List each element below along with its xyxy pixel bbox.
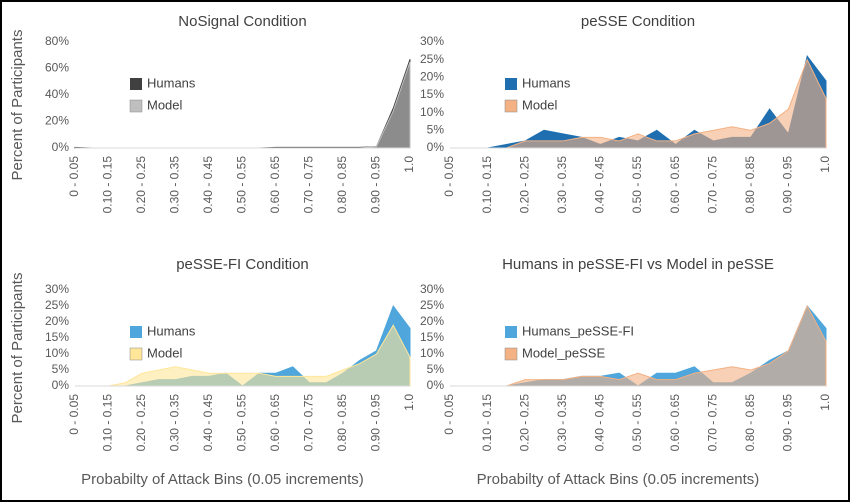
x-tick-label: 0.30 - 0.35 [168,394,182,452]
x-tick-label: 1.0 [818,156,832,173]
y-tick-label: 30% [420,34,444,48]
y-tick-label: 20% [420,70,444,84]
legend-swatch [504,99,518,113]
area [450,304,827,387]
x-tick-label: 1.0 [818,394,832,411]
x-tick-label: 0.30 - 0.35 [168,156,182,214]
x-tick-label: 0.70 - 0.75 [705,394,719,452]
y-tick-label: 60% [45,61,69,75]
y-tick-label: 20% [45,314,69,328]
x-tick-label: 0 - 0.05 [67,156,81,197]
legend-swatch [504,347,518,361]
chart-title: peSSE Condition [581,13,695,30]
x-tick-label: 0.40 - 0.45 [201,394,215,452]
x-tick-label: 0.50 - 0.55 [235,394,249,452]
y-tick-label: 0% [52,378,70,392]
x-tick-label: 0.70 - 0.75 [705,156,719,214]
x-tick-label: 0.90 - 0.95 [781,394,795,452]
x-tick-label: 0.20 - 0.25 [134,394,148,452]
x-tick-label: 0.60 - 0.65 [268,156,282,214]
legend-label: Humans [147,323,196,338]
legend-label: Humans_peSSE-FI [522,323,634,338]
x-tick-label: 0.80 - 0.85 [335,156,349,214]
legend-swatch [130,326,142,338]
x-tick-label: 0.50 - 0.55 [630,156,644,214]
y-tick-label: 10% [420,346,444,360]
x-tick-label: 0.40 - 0.45 [201,156,215,214]
x-tick-label: 0.60 - 0.65 [668,156,682,214]
x-tick-label: 0.80 - 0.85 [743,394,757,452]
legend-swatch [129,99,143,113]
x-tick-label: 0 - 0.05 [67,394,81,435]
x-tick-label: 0 - 0.05 [442,156,456,197]
y-tick-label: 15% [420,87,444,101]
x-tick-label: 0.80 - 0.85 [335,394,349,452]
legend-label: Humans [522,75,571,90]
area [450,58,827,149]
y-tick-label: 15% [420,330,444,344]
x-tick-label: 0.80 - 0.85 [743,156,757,214]
y-tick-label: 10% [420,105,444,119]
x-tick-label: 0.30 - 0.35 [555,394,569,452]
x-tick-label: 0.50 - 0.55 [235,156,249,214]
x-tick-label: 0.90 - 0.95 [369,156,383,214]
x-tick-label: 0.40 - 0.45 [593,394,607,452]
legend-swatch [129,347,143,361]
y-tick-label: 5% [427,362,445,376]
y-tick-label: 25% [45,298,69,312]
y-tick-label: 20% [420,314,444,328]
x-tick-label: 0.70 - 0.75 [302,394,316,452]
legend-label: Model [147,97,183,112]
y-tick-label: 0% [427,140,445,154]
legend-label: Model_peSSE [522,345,605,360]
y-tick-label: 25% [420,298,444,312]
legend-label: Humans [147,75,196,90]
y-axis-label: Percent of Participants [9,30,26,181]
y-tick-label: 25% [420,52,444,66]
x-tick-label: 0.10 - 0.15 [101,156,115,214]
x-tick-label: 0.30 - 0.35 [555,156,569,214]
y-tick-label: 30% [420,282,444,296]
x-tick-label: 0.60 - 0.65 [668,394,682,452]
y-tick-label: 80% [45,34,69,48]
x-tick-label: 1.0 [402,394,416,411]
x-tick-label: 0.20 - 0.25 [517,394,531,452]
x-tick-label: 0.70 - 0.75 [302,156,316,214]
y-tick-label: 5% [52,362,70,376]
y-tick-label: 15% [45,330,69,344]
x-axis-label: Probabilty of Attack Bins (0.05 incremen… [81,471,364,488]
x-tick-label: 0.90 - 0.95 [781,156,795,214]
x-tick-label: 0.50 - 0.55 [630,394,644,452]
y-tick-label: 5% [427,123,445,137]
legend-swatch [505,326,517,338]
x-tick-label: 0.90 - 0.95 [369,394,383,452]
x-tick-label: 0.10 - 0.15 [480,394,494,452]
x-tick-label: 0.10 - 0.15 [101,394,115,452]
x-tick-label: 1.0 [402,156,416,173]
x-tick-label: 0.20 - 0.25 [517,156,531,214]
x-tick-label: 0 - 0.05 [442,394,456,435]
x-tick-label: 0.10 - 0.15 [480,156,494,214]
y-tick-label: 0% [52,140,70,154]
y-tick-label: 30% [45,282,69,296]
x-tick-label: 0.40 - 0.45 [593,156,607,214]
y-axis-label: Percent of Participants [9,273,26,424]
y-tick-label: 20% [45,114,69,128]
legend-swatch [130,78,142,90]
area [75,324,411,387]
y-tick-label: 0% [427,378,445,392]
y-tick-label: 10% [45,346,69,360]
legend-label: Model [522,97,558,112]
y-tick-label: 40% [45,87,69,101]
x-tick-label: 0.20 - 0.25 [134,156,148,214]
x-tick-label: 0.60 - 0.65 [268,394,282,452]
x-axis-label: Probabilty of Attack Bins (0.05 incremen… [477,471,760,488]
legend-swatch [505,78,517,90]
chart-title: Humans in peSSE-FI vs Model in peSSE [502,256,774,273]
chart-title: peSSE-FI Condition [176,256,309,273]
chart-title: NoSignal Condition [178,13,306,30]
legend-label: Model [147,345,183,360]
